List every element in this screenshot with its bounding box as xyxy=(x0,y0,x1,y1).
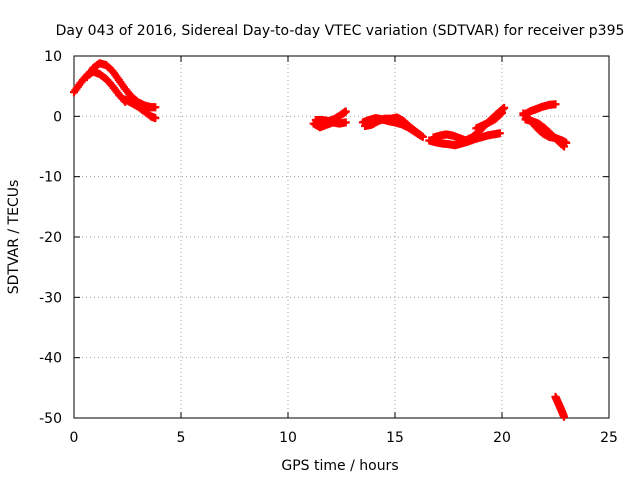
data-point xyxy=(151,114,160,123)
data-point xyxy=(341,118,350,127)
data-point xyxy=(418,132,427,141)
data-point xyxy=(341,107,350,116)
data-point xyxy=(498,108,506,117)
x-tick-label: 0 xyxy=(70,430,79,446)
x-tick-label: 10 xyxy=(279,430,297,446)
y-tick-label: -30 xyxy=(39,290,62,306)
x-tick-label: 25 xyxy=(600,430,618,446)
data-point xyxy=(495,129,504,138)
data-point xyxy=(500,103,509,112)
x-tick-label: 5 xyxy=(177,430,186,446)
data-point xyxy=(496,109,505,118)
x-tick-label: 15 xyxy=(386,430,404,446)
y-tick-label: 0 xyxy=(53,109,62,125)
data-point xyxy=(560,412,569,421)
y-tick-label: -50 xyxy=(39,411,62,427)
data-point xyxy=(151,103,160,112)
data-point xyxy=(551,100,560,109)
x-axis-label: GPS time / hours xyxy=(281,458,398,474)
data-point xyxy=(560,142,569,151)
y-tick-label: 10 xyxy=(44,49,62,65)
y-tick-label: -40 xyxy=(39,351,62,367)
y-tick-label: -10 xyxy=(39,170,62,186)
axis-ticks: 0 5 10 15 20 25 10 0 -10 -20 -30 -40 -50 xyxy=(39,49,618,446)
data-marks xyxy=(70,59,571,421)
x-tick-label: 20 xyxy=(493,430,511,446)
data-point xyxy=(558,141,567,150)
chart-title: Day 043 of 2016, Sidereal Day-to-day VTE… xyxy=(56,23,625,39)
y-tick-label: -20 xyxy=(39,230,62,246)
y-axis-label: SDTVAR / TECUs xyxy=(6,180,22,295)
